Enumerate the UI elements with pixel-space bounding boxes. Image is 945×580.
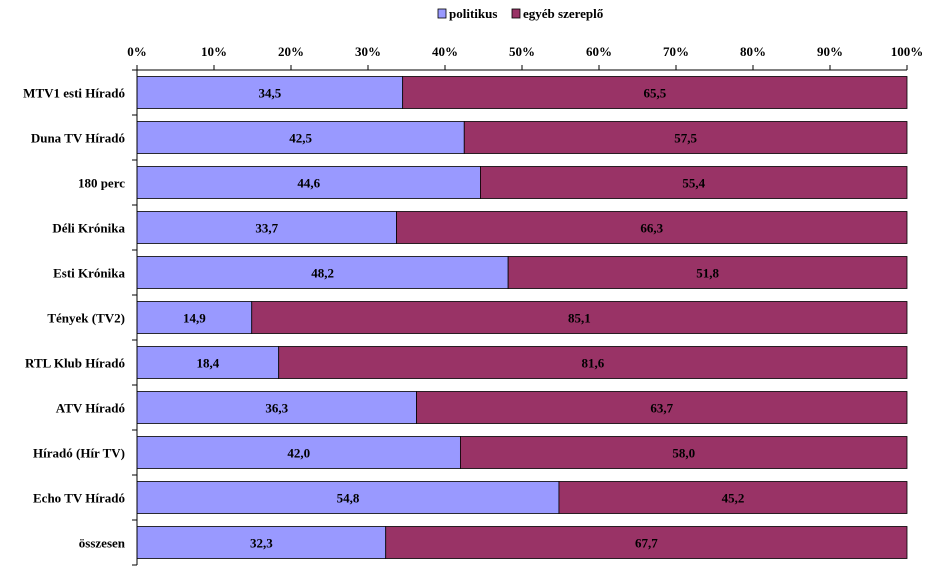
- data-label: 18,4: [196, 356, 219, 371]
- data-label: 63,7: [650, 401, 673, 416]
- data-label: 34,5: [258, 86, 281, 101]
- category-labels: MTV1 esti Híradó Duna TV Híradó 180 perc Dé…: [23, 86, 126, 551]
- x-tick-label: 10%: [201, 44, 227, 59]
- x-tick-label: 40%: [432, 44, 458, 59]
- bar-segment-2: [278, 346, 908, 379]
- x-axis-ticks: 0% 10% 20% 30% 40% 50% 60% 70% 80% 90% 100%: [127, 44, 923, 59]
- bar-segment-2: [416, 391, 908, 424]
- bar-segment-2: [463, 121, 908, 154]
- legend-swatch-1: [437, 8, 447, 19]
- bar-segment-2: [402, 76, 908, 109]
- x-tick-label: 50%: [509, 44, 535, 59]
- bar-segment-1: [136, 166, 481, 199]
- x-tick-label: 100%: [891, 44, 924, 59]
- data-label: 67,7: [635, 536, 658, 551]
- bar-segment-1: [136, 481, 560, 514]
- bar-segment-2: [385, 526, 908, 559]
- bar-segment-1: [136, 121, 465, 154]
- legend-label-2: egyéb szereplő: [523, 6, 604, 21]
- data-label: 55,4: [682, 176, 705, 191]
- data-label: 36,3: [265, 401, 288, 416]
- data-label: 85,1: [568, 311, 591, 326]
- category-label: ATV Híradó: [56, 401, 125, 416]
- x-tick-label: 30%: [355, 44, 381, 59]
- category-label: összesen: [79, 536, 126, 551]
- axes: [132, 65, 908, 566]
- data-label: 51,8: [696, 266, 719, 281]
- category-label: Déli Krónika: [52, 221, 125, 236]
- data-label: 45,2: [722, 491, 745, 506]
- x-tick-label: 20%: [278, 44, 304, 59]
- category-label: Echo TV Híradó: [33, 491, 125, 506]
- data-label: 32,3: [250, 536, 273, 551]
- legend-swatch-2: [511, 8, 521, 19]
- category-label: Tények (TV2): [47, 311, 125, 326]
- category-label: Duna TV Híradó: [31, 131, 125, 146]
- legend: politikus egyéb szereplő: [437, 6, 604, 21]
- bar-segment-1: [136, 526, 387, 559]
- bar-segment-1: [136, 346, 280, 379]
- data-label: 57,5: [674, 131, 697, 146]
- data-label: 81,6: [581, 356, 604, 371]
- x-tick-label: 90%: [817, 44, 843, 59]
- x-tick-label: 70%: [663, 44, 689, 59]
- data-label: 48,2: [311, 266, 334, 281]
- category-label: Híradó (Hír TV): [33, 446, 125, 461]
- bar-segment-2: [459, 436, 908, 469]
- bar-segment-1: [136, 211, 397, 244]
- data-label: 65,5: [643, 86, 666, 101]
- data-label: 33,7: [255, 221, 278, 236]
- data-label: 58,0: [672, 446, 695, 461]
- legend-label-1: politikus: [449, 6, 497, 21]
- data-label: 44,6: [297, 176, 320, 191]
- bar-segment-2: [251, 301, 908, 334]
- data-label: 42,0: [287, 446, 310, 461]
- category-label: 180 perc: [78, 176, 125, 191]
- category-label: Esti Krónika: [53, 266, 125, 281]
- bars: 34,5 65,5 42,5 57,5 44,6 55,4 33,7 66,3 48,2 51,8…: [136, 76, 908, 559]
- x-tick-label: 60%: [586, 44, 612, 59]
- bar-segment-2: [480, 166, 908, 199]
- x-tick-label: 80%: [740, 44, 766, 59]
- category-label: MTV1 esti Híradó: [23, 86, 125, 101]
- bar-segment-2: [558, 481, 908, 514]
- data-label: 66,3: [640, 221, 663, 236]
- bar-segment-1: [136, 76, 404, 109]
- bar-segment-2: [396, 211, 908, 244]
- data-label: 42,5: [289, 131, 312, 146]
- data-label: 54,8: [337, 491, 360, 506]
- data-label: 14,9: [183, 311, 206, 326]
- category-label: RTL Klub Híradó: [25, 356, 125, 371]
- bar-segment-2: [507, 256, 908, 289]
- x-tick-label: 0%: [127, 44, 147, 59]
